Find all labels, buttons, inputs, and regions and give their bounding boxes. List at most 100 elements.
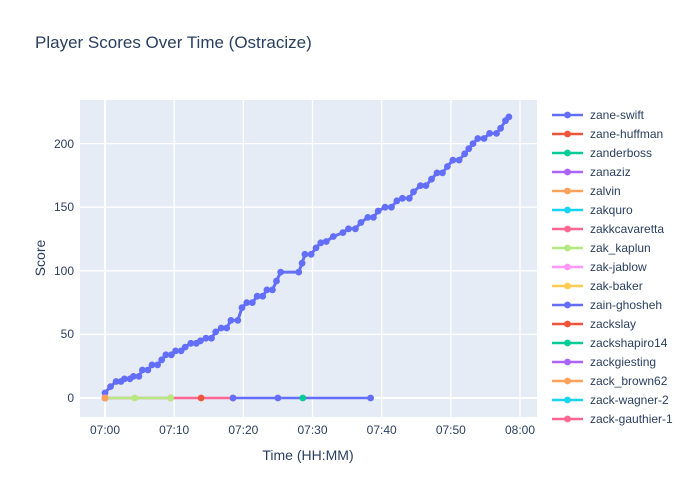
series-marker-zane-swift <box>428 175 435 183</box>
series-marker-zain-ghosheh <box>367 394 374 402</box>
series-marker-zane-swift <box>381 203 389 211</box>
x-tick-label: 07:50 <box>435 423 466 437</box>
series-marker-zane-swift <box>357 219 365 226</box>
legend-item[interactable]: zak-jablow <box>551 257 673 276</box>
series-marker-zane-swift <box>352 225 359 233</box>
series-marker-zane-swift <box>298 259 306 267</box>
series-marker-zak_kaplun <box>131 394 139 402</box>
legend-item-label: zak-jablow <box>590 259 647 274</box>
series-marker-zane-swift <box>497 124 504 132</box>
legend-item[interactable]: zakquro <box>551 200 673 219</box>
series-marker-zane-swift <box>455 156 463 164</box>
legend-item[interactable]: zack-gauthier-1 <box>551 409 673 428</box>
series-marker-zane-swift <box>162 351 170 359</box>
y-tick-label: 200 <box>53 136 74 151</box>
series-marker-zane-swift <box>461 150 469 158</box>
series-marker-zane-swift <box>139 366 146 374</box>
x-tick-label: 07:10 <box>159 423 190 437</box>
series-marker-zack_brown62 <box>101 394 109 402</box>
series-marker-zane-swift <box>486 130 493 137</box>
legend-swatch-icon <box>552 130 583 137</box>
legend-item-label: zakkcavaretta <box>590 221 665 236</box>
legend-swatch-icon <box>552 339 583 346</box>
series-marker-zane-swift <box>154 361 161 369</box>
legend-swatch-icon <box>552 225 583 232</box>
series-marker-zane-swift <box>422 182 430 189</box>
series-marker-zane-swift <box>433 169 441 177</box>
series-marker-zane-swift <box>208 334 215 342</box>
series-marker-zane-swift <box>301 250 309 258</box>
y-tick-label: 0 <box>67 391 74 405</box>
y-tick-label: 50 <box>60 327 74 342</box>
series-marker-zane-swift <box>480 135 488 142</box>
series-marker-zane-swift <box>243 299 251 306</box>
legend-item[interactable]: zakkcavaretta <box>551 219 673 238</box>
series-marker-zane-swift <box>238 304 246 312</box>
legend-swatch-icon <box>552 263 583 270</box>
legend-item[interactable]: zack-wagner-2 <box>551 390 673 409</box>
series-marker-zane-swift <box>307 250 315 258</box>
series-marker-zane-swift <box>121 375 128 383</box>
legend-item[interactable]: zak_kaplun <box>551 238 673 257</box>
legend-item[interactable]: zane-huffman <box>551 124 673 143</box>
legend-item[interactable]: zane-swift <box>551 105 673 124</box>
legend-item-label: zain-ghosheh <box>590 297 663 312</box>
legend-item[interactable]: zack_brown62 <box>551 371 673 390</box>
series-marker-zane-swift <box>197 337 204 345</box>
series-marker-zane-swift <box>444 163 451 170</box>
series-marker-zak_kaplun <box>167 394 175 402</box>
y-tick-label: 150 <box>53 200 74 215</box>
legend-swatch-icon <box>552 187 583 194</box>
legend-swatch-icon <box>552 149 583 156</box>
legend-item-label: zack-gauthier-1 <box>590 411 673 426</box>
legend-item[interactable]: zanaziz <box>551 162 673 181</box>
series-marker-zane-swift <box>364 214 372 221</box>
legend-item-label: zackslay <box>590 316 637 331</box>
legend-item-label: zane-swift <box>590 107 645 122</box>
legend-swatch-icon <box>552 301 583 308</box>
legend-item-label: zanaziz <box>590 164 631 179</box>
legend-item-label: zack-wagner-2 <box>590 392 669 407</box>
legend-item[interactable]: zackslay <box>551 314 673 333</box>
legend-item-label: zakquro <box>590 202 633 217</box>
series-marker-zane-swift <box>312 244 320 252</box>
series-marker-zane-swift <box>172 347 179 355</box>
legend-item[interactable]: zak-baker <box>551 276 673 295</box>
series-marker-zane-swift <box>130 373 137 380</box>
chart-title: Player Scores Over Time (Ostracize) <box>35 33 312 52</box>
legend-item-label: zane-huffman <box>590 126 664 141</box>
legend-item[interactable]: zackshapiro14 <box>551 333 673 352</box>
series-marker-zane-swift <box>399 194 406 202</box>
series-marker-zane-swift <box>148 361 156 369</box>
series-marker-zane-swift <box>144 366 152 374</box>
legend-item[interactable]: zain-ghosheh <box>551 295 673 314</box>
legend-swatch-icon <box>552 320 583 327</box>
series-marker-zane-swift <box>223 324 231 332</box>
series-marker-zane-swift <box>248 299 256 306</box>
series-marker-zane-swift <box>212 328 220 336</box>
series-marker-zane-swift <box>187 339 195 347</box>
series-marker-zane-swift <box>405 194 413 202</box>
plot-area[interactable] <box>80 100 537 417</box>
series-marker-zane-swift <box>465 145 473 153</box>
legend-swatch-icon <box>552 358 583 365</box>
legend-item[interactable]: zalvin <box>551 181 673 200</box>
series-marker-zane-swift <box>181 343 189 351</box>
legend-item-label: zanderboss <box>590 145 653 160</box>
legend-item-label: zack_brown62 <box>590 373 668 388</box>
series-marker-zane-swift <box>449 156 457 164</box>
series-marker-zane-swift <box>259 292 267 300</box>
legend-item[interactable]: zackgiesting <box>551 352 673 371</box>
legend-item-label: zalvin <box>590 183 621 198</box>
x-tick-label: 07:00 <box>89 423 121 437</box>
series-marker-zackslay <box>197 394 205 402</box>
series-marker-zane-swift <box>253 292 261 300</box>
series-marker-zane-swift <box>269 286 276 294</box>
series-marker-zane-swift <box>227 317 235 324</box>
legend: zane-swift zane-huffman zanderboss zanaziz z… <box>551 105 673 428</box>
series-marker-zane-swift <box>158 356 166 364</box>
legend-item[interactable]: zanderboss <box>551 143 673 162</box>
series-marker-zane-swift <box>493 130 500 137</box>
legend-swatch-icon <box>552 244 583 251</box>
series-marker-zane-swift <box>439 169 446 177</box>
